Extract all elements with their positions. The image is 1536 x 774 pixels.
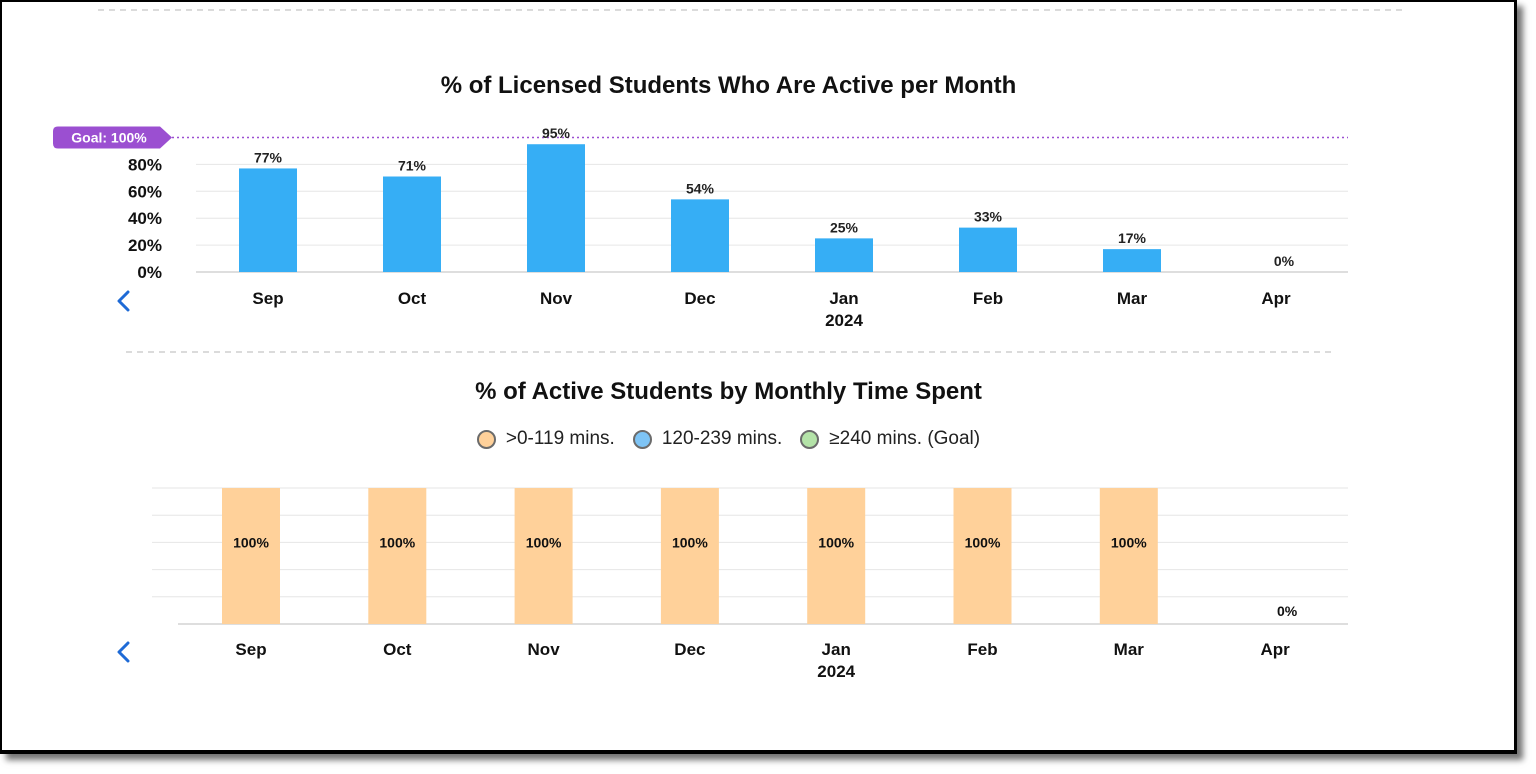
legend-label: 120-239 mins.: [661, 428, 783, 449]
legend-item-0-119[interactable]: >0-119 mins.: [476, 428, 615, 450]
legend-swatch: [632, 429, 652, 449]
x-tick-label: Oct: [398, 289, 427, 308]
x-tick-label: Apr: [1261, 289, 1291, 308]
data-label: 54%: [686, 180, 715, 196]
x-tick-label: Sep: [235, 640, 266, 659]
y-tick-label: 20%: [128, 236, 162, 255]
x-tick-label: Feb: [967, 640, 997, 659]
x-tick-label: Jan: [822, 640, 851, 659]
chart2-prev-button[interactable]: [110, 638, 138, 666]
chevron-left-icon: [117, 641, 130, 663]
x-tick-label: Mar: [1117, 289, 1148, 308]
goal-label: Goal: 100%: [71, 130, 147, 146]
y-tick-label: 0%: [137, 263, 162, 282]
y-tick-label: 60%: [128, 182, 162, 201]
data-label: 100%: [1111, 534, 1147, 550]
bar-segment: [660, 488, 719, 624]
data-label: 77%: [254, 149, 283, 165]
data-label: 33%: [974, 209, 1003, 225]
data-label: 25%: [830, 219, 859, 235]
top-divider: [98, 9, 1402, 11]
data-label: 100%: [233, 534, 269, 550]
goal-badge: [53, 126, 172, 149]
x-tick-label: Oct: [383, 640, 412, 659]
bar-segment: [1099, 488, 1158, 624]
middle-divider: [126, 351, 1332, 353]
bar-segment: [807, 488, 866, 624]
report-frame: % of Licensed Students Who Are Active pe…: [0, 0, 1517, 754]
x-tick-label: Nov: [540, 289, 573, 308]
legend-swatch: [476, 429, 496, 449]
bar: [1103, 249, 1161, 272]
y-tick-label: 80%: [128, 155, 162, 174]
legend-label: >0-119 mins.: [505, 428, 615, 449]
bar: [383, 176, 441, 272]
data-label: 100%: [526, 534, 562, 550]
bar-segment: [514, 488, 573, 624]
chevron-left-icon: [117, 290, 130, 312]
x-tick-label: Nov: [528, 640, 561, 659]
bar-segment: [953, 488, 1012, 624]
x-tick-label: Dec: [684, 289, 715, 308]
legend-label: ≥240 mins. (Goal): [829, 428, 981, 449]
bar: [239, 168, 297, 272]
legend-item-120-239[interactable]: 120-239 mins.: [632, 428, 783, 450]
data-label: 17%: [1118, 230, 1147, 246]
x-tick-label: Apr: [1260, 640, 1290, 659]
data-label: 95%: [542, 125, 571, 141]
bar-segment: [368, 488, 427, 624]
x-tick-label: Sep: [252, 289, 283, 308]
chart1-plot: 0% 20% 40% 60% 80% Goal: 100% 77% Sep 71% Oct 95% N…: [53, 125, 1348, 330]
y-tick-label: 40%: [128, 209, 162, 228]
bar: [815, 238, 873, 272]
chart2-title: % of Active Students by Monthly Time Spe…: [475, 378, 982, 405]
data-label: 100%: [965, 534, 1001, 550]
bar-segment: [222, 488, 280, 624]
x-tick-label: Jan: [829, 289, 858, 308]
data-label: 71%: [398, 158, 427, 174]
data-label: 100%: [379, 534, 415, 550]
x-tick-label: Mar: [1114, 640, 1145, 659]
bar: [527, 144, 585, 272]
year-label: 2024: [817, 662, 855, 681]
x-tick-label: Feb: [973, 289, 1003, 308]
data-label: 100%: [672, 534, 708, 550]
bar: [959, 227, 1017, 272]
chart1-prev-button[interactable]: [110, 287, 138, 315]
chart1-title: % of Licensed Students Who Are Active pe…: [440, 72, 1017, 99]
year-label: 2024: [825, 311, 863, 330]
data-label: 0%: [1274, 253, 1295, 269]
legend-item-240-goal[interactable]: ≥240 mins. (Goal): [800, 428, 980, 450]
bar: [671, 199, 729, 272]
legend-swatch: [800, 429, 820, 449]
chart2-legend: >0-119 mins. 120-239 mins. ≥240 mins. (G…: [2, 428, 1455, 450]
data-label: 0%: [1277, 603, 1298, 619]
data-label: 100%: [818, 534, 854, 550]
x-tick-label: Dec: [674, 640, 705, 659]
